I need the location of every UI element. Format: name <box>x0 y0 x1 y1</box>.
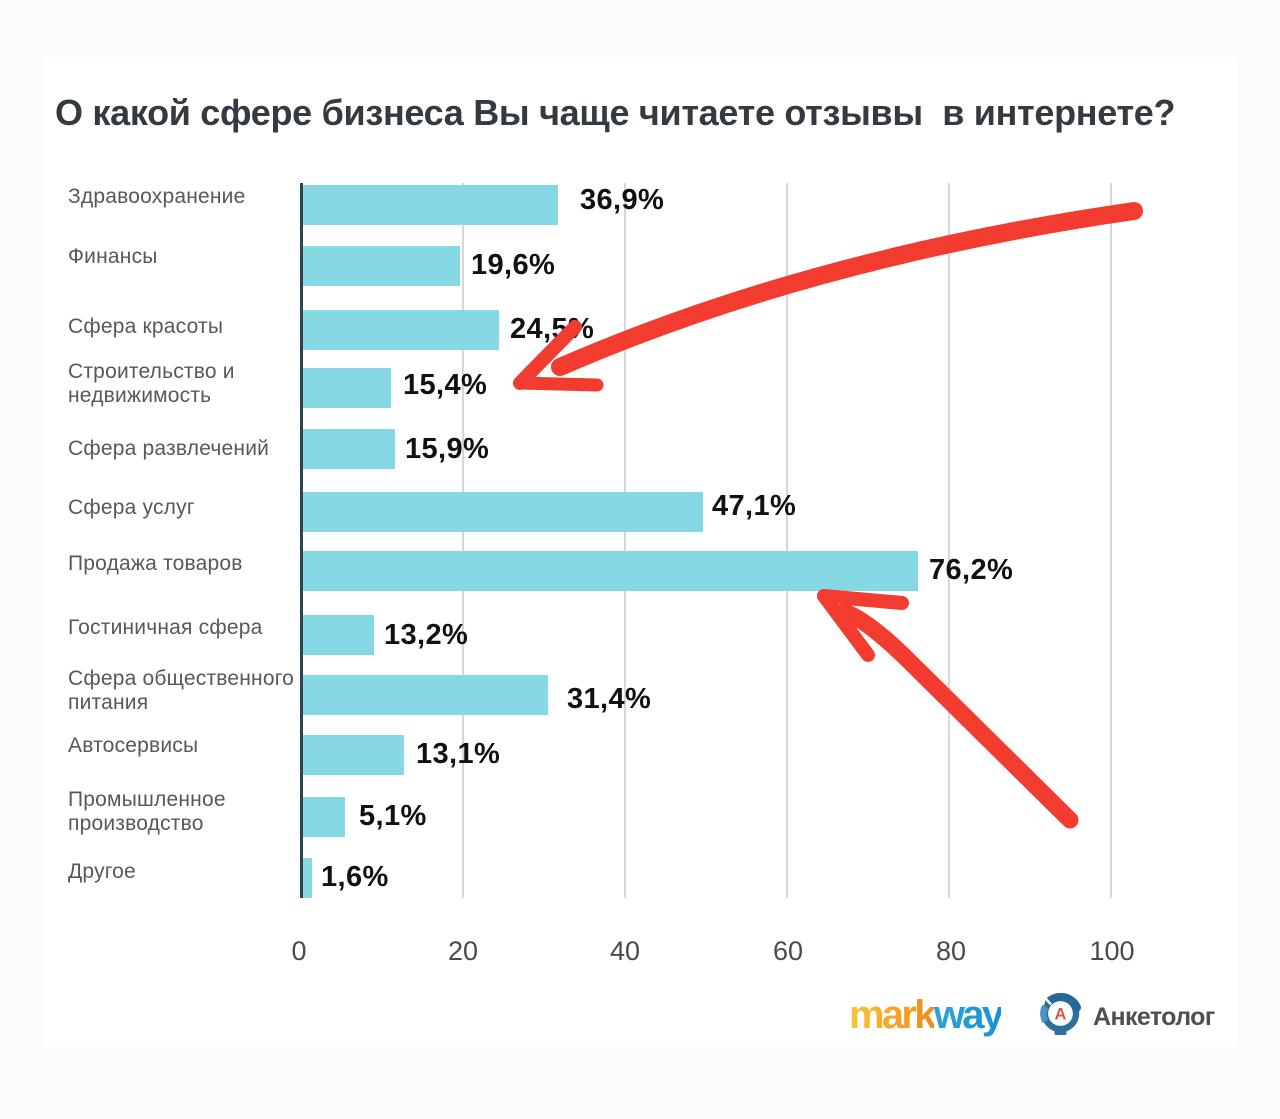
svg-text:А: А <box>1055 1006 1067 1024</box>
